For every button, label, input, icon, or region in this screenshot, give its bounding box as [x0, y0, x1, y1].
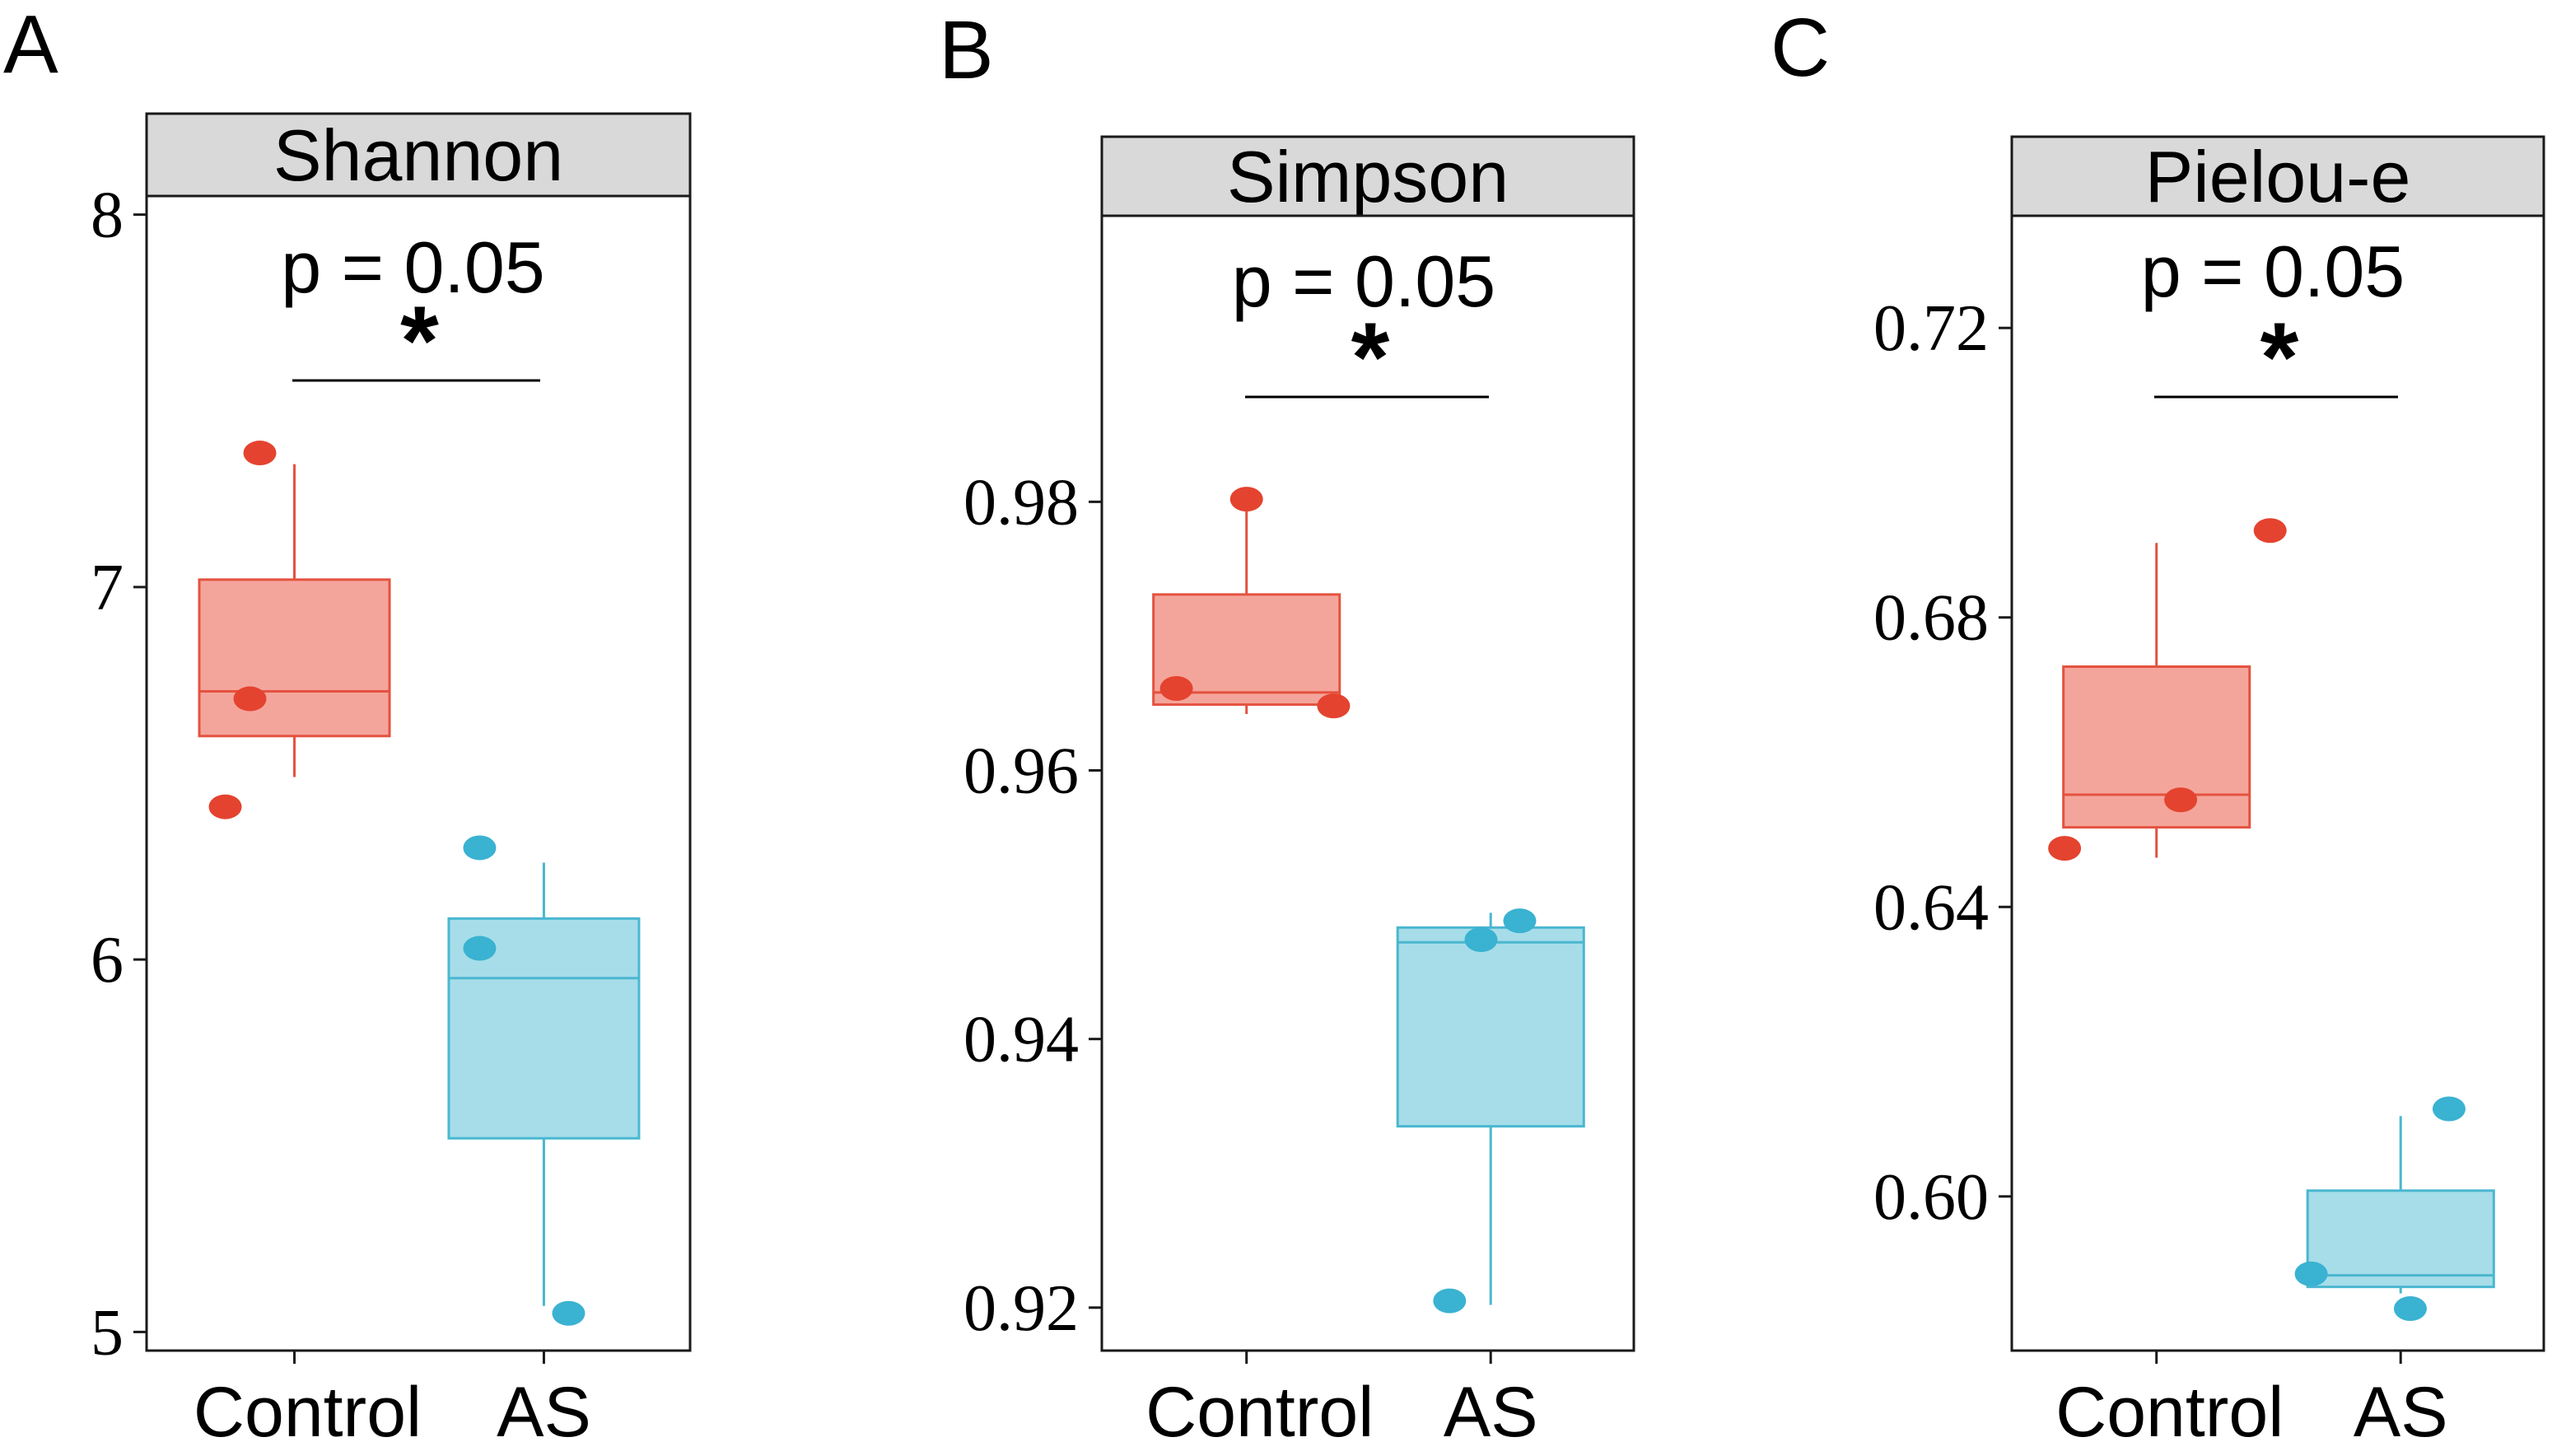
box-control [2048, 518, 2287, 861]
x-tick-label: Control [2055, 1373, 2284, 1452]
iqr-box [1396, 926, 1585, 1128]
y-tick-label: 5 [91, 1296, 124, 1369]
data-point [2253, 518, 2287, 544]
x-tick-label: Control [194, 1373, 422, 1452]
x-tick-label: AS [1444, 1373, 1538, 1452]
y-tick-label: 7 [91, 552, 124, 624]
y-tick-label: 0.60 [1873, 1161, 1989, 1234]
data-point [552, 1300, 586, 1326]
iqr-box [2306, 1189, 2495, 1289]
y-tick-label: 0.72 [1873, 292, 1989, 365]
x-tick-label: AS [497, 1373, 591, 1452]
data-point [2432, 1096, 2466, 1122]
data-point [463, 936, 497, 961]
panel-letter: A [3, 0, 58, 91]
box-control [198, 441, 391, 819]
data-point [1317, 693, 1351, 719]
data-point [1229, 487, 1263, 512]
p-value-label: p = 0.05 [1232, 240, 1496, 322]
data-point [1464, 926, 1498, 952]
data-point [2164, 787, 2198, 813]
y-tick-label: 0.98 [963, 466, 1079, 539]
y-tick-label: 6 [91, 924, 124, 996]
data-point [1503, 908, 1537, 934]
y-tick-label: 0.96 [963, 735, 1079, 808]
facet-title: Pielou-e [2145, 136, 2411, 217]
data-point [233, 686, 267, 712]
box-control [1152, 487, 1351, 719]
x-tick-label: Control [1145, 1373, 1374, 1452]
significance-star: * [2260, 302, 2299, 413]
facet-title: Shannon [273, 114, 563, 196]
data-point [1159, 676, 1193, 702]
facet-title: Simpson [1227, 136, 1509, 217]
box-as [447, 835, 641, 1326]
panel-a: A Shannon 5 6 7 8 Control AS p = 0.05* [3, 0, 692, 1452]
facet-strip [1100, 135, 1635, 217]
panel-letter: B [939, 4, 994, 96]
plot-border [145, 194, 692, 1352]
y-tick-label: 0.92 [963, 1272, 1079, 1345]
data-point [243, 441, 277, 466]
data-point [208, 794, 242, 819]
data-point [463, 835, 497, 861]
plot-border [1100, 214, 1635, 1352]
iqr-box [198, 578, 391, 738]
box-as [1396, 908, 1585, 1314]
significance-star: * [1351, 302, 1390, 413]
data-point [2294, 1261, 2328, 1286]
data-point [1433, 1288, 1467, 1314]
y-tick-label: 0.94 [963, 1004, 1079, 1076]
data-point [2048, 836, 2082, 861]
plot-border [2010, 214, 2545, 1352]
facet-strip [145, 112, 692, 198]
significance-star: * [400, 286, 439, 396]
facet-strip [2010, 135, 2545, 217]
panel-c: C Pielou-e 0.60 0.64 0.68 0.72 Control AS p = 0.… [1771, 2, 2545, 1452]
box-as [2294, 1096, 2495, 1322]
y-tick-label: 0.64 [1873, 871, 1989, 944]
p-value-label: p = 0.05 [281, 226, 545, 308]
data-point [2393, 1296, 2427, 1322]
y-tick-label: 0.68 [1873, 582, 1989, 655]
x-tick-label: AS [2354, 1373, 2448, 1452]
y-tick-label: 8 [91, 180, 124, 252]
p-value-label: p = 0.05 [2141, 231, 2405, 312]
panel-letter: C [1771, 2, 1830, 94]
iqr-box [2062, 665, 2251, 829]
panel-b: B Simpson 0.92 0.94 0.96 0.98 Control AS p = 0.0… [939, 4, 1635, 1452]
